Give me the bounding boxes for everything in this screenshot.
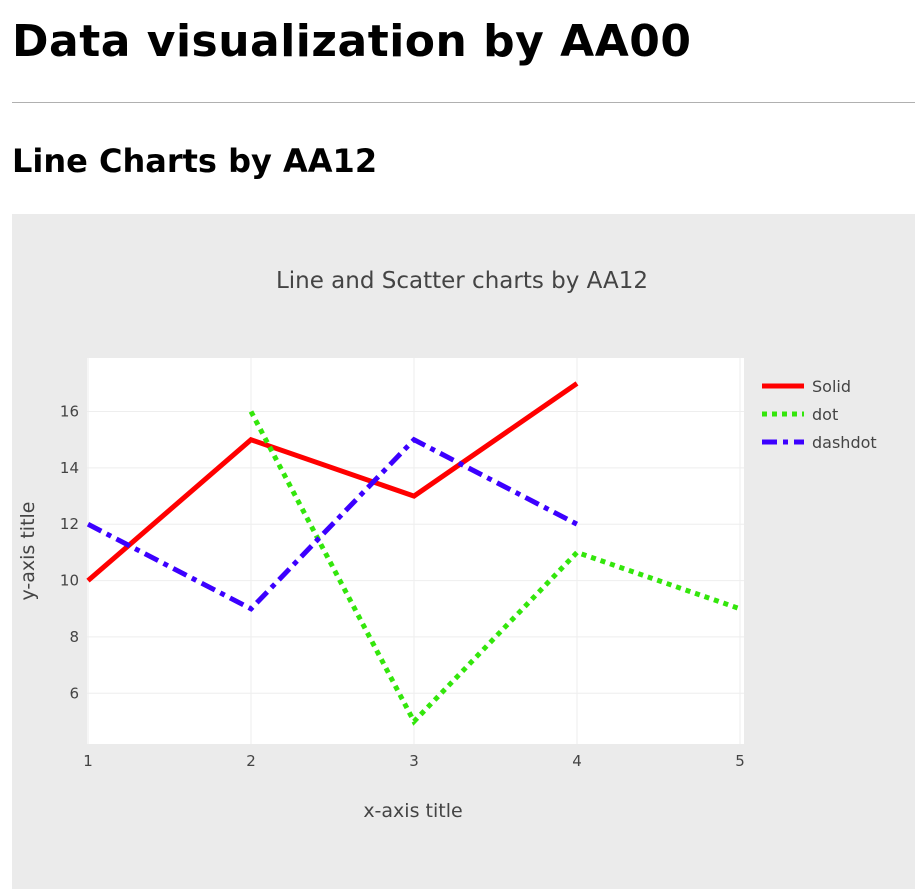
series-lines bbox=[86, 381, 741, 726]
y-tick-label: 10 bbox=[60, 572, 79, 590]
grid-lines bbox=[87, 358, 744, 744]
x-tick-label: 3 bbox=[409, 752, 419, 770]
y-axis-title: y-axis title bbox=[17, 501, 39, 600]
x-tick-label: 4 bbox=[572, 752, 582, 770]
series-line-dot bbox=[248, 410, 741, 726]
series-line-solid bbox=[86, 381, 579, 583]
y-tick-label: 6 bbox=[69, 684, 79, 702]
x-axis-title: x-axis title bbox=[363, 800, 462, 822]
x-tick-label: 2 bbox=[246, 752, 256, 770]
chart-panel: 1 2 3 4 5 6 8 10 12 14 16 Line and Scatter charts … bbox=[12, 214, 915, 889]
x-tick-label: 1 bbox=[83, 752, 93, 770]
y-tick-label: 14 bbox=[60, 459, 79, 477]
x-tick-label: 5 bbox=[735, 752, 745, 770]
legend-label: dashdot bbox=[812, 433, 877, 452]
y-tick-label: 8 bbox=[69, 628, 79, 646]
section-title: Line Charts by AA12 bbox=[12, 142, 378, 180]
plot-area bbox=[87, 358, 744, 744]
horizontal-divider bbox=[12, 102, 915, 103]
series-line-dashdot bbox=[86, 436, 579, 612]
y-tick-label: 16 bbox=[60, 403, 79, 421]
page-title: Data visualization by AA00 bbox=[12, 16, 692, 67]
chart-title: Line and Scatter charts by AA12 bbox=[276, 268, 648, 294]
legend-label: dot bbox=[812, 405, 838, 424]
legend-label: Solid bbox=[812, 377, 851, 396]
legend: Solid dot dashdot bbox=[762, 377, 877, 452]
y-tick-label: 12 bbox=[60, 515, 79, 533]
